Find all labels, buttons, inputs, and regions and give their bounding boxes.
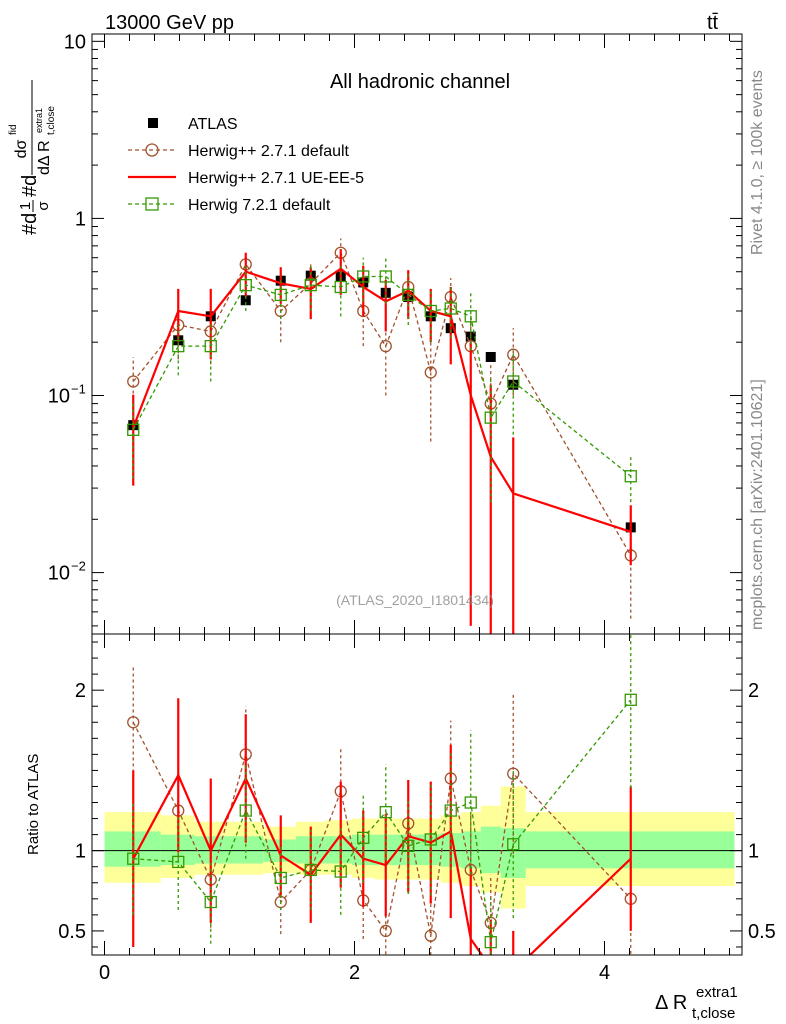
analysis-watermark: (ATLAS_2020_I1801434) — [336, 592, 494, 608]
ratio-herwig-2-7-1-default-point — [127, 716, 140, 729]
ratio-herwig-2-7-1-default-point — [379, 924, 392, 938]
x-tick-label: 4 — [599, 962, 610, 984]
ratio-y-tick-label-left: 2 — [75, 680, 86, 702]
main-y-tick-label: 10 — [48, 563, 70, 585]
main-herwig-2-7-1-default-point — [424, 366, 437, 379]
legend-label-herwig7-default: Herwig 7.2.1 default — [188, 197, 331, 214]
ratio-herwig-7-2-1-default-point — [379, 806, 392, 819]
ratio-herwig-2-7-1-ue-ee-5-line — [132, 772, 632, 955]
atlas-data-point — [485, 351, 496, 362]
main-herwig-7-2-1-default-point — [484, 411, 497, 424]
ylabel-frac-top: dσ — [13, 139, 30, 158]
ylabel-frac-bottom-sup: extra1 — [34, 108, 44, 133]
ratio-herwig-7-2-1-default-point — [127, 852, 140, 865]
main-herwig-7-2-1-default-point — [357, 270, 370, 283]
process-label: tt̄ — [707, 12, 719, 34]
ratio-uncertainty-bands — [104, 786, 735, 909]
main-y-tick-label: 10 — [64, 31, 86, 53]
ratio-herwig-7-2-1-default-point — [204, 895, 217, 909]
x-axis-label: Δ R extra1 t,close — [655, 984, 738, 1022]
ratio-y-tick-label-left: 1 — [75, 841, 86, 863]
rivet-version-label: Rivet 4.1.0, ≥ 100k events — [749, 70, 766, 255]
atlas-data-point — [240, 295, 251, 306]
y-axis-label: #d 1 σ #d dσ fid dΔ R t,close extra1 — [8, 80, 57, 235]
ratio-herwig-7-2-1-default-point — [507, 838, 520, 851]
ylabel-prefix-frac-top: 1 — [17, 202, 34, 210]
ratio-frame — [91, 633, 743, 956]
ratio-herwig-7-2-1-default-point — [464, 796, 477, 809]
ratio-band-green — [480, 826, 501, 874]
xlabel-sub: t,close — [692, 1005, 735, 1022]
main-herwig-7-2-1-default-point — [172, 339, 185, 353]
main-herwig-2-7-1-default-line — [132, 251, 632, 556]
main-herwig-7-2-1-default-point — [127, 423, 140, 436]
ylabel-prefix-b: #d — [19, 175, 41, 197]
x-tick-label: 0 — [99, 962, 110, 984]
legend-label-herwigpp-ueee5: Herwig++ 2.7.1 UE-EE-5 — [188, 170, 364, 187]
ylabel-frac-bottom-sub: t,close — [46, 106, 57, 135]
ratio-herwig-7-2-1-default-point — [357, 831, 370, 844]
ylabel-frac-bottom: dΔ R — [36, 140, 53, 175]
ratio-y-tick-label-right: 2 — [748, 680, 759, 702]
ratio-panel — [92, 634, 742, 955]
ratio-herwig-7-2-1-default-point — [172, 855, 185, 869]
main-y-tick-label: 1 — [75, 208, 86, 230]
ratio-herwig-7-2-1-default-point — [239, 804, 252, 817]
main-herwig-7-2-1-default-point — [304, 278, 317, 292]
ratio-y-tick-label-right: 0.5 — [748, 921, 776, 943]
main-herwig-7-2-1-default-point — [624, 470, 637, 483]
main-herwig-7-2-1-default-point — [424, 304, 437, 318]
ylabel-frac-top-sup: fid — [8, 124, 19, 135]
legend-marker-atlas — [148, 118, 158, 128]
main-herwig-7-2-1-default-line — [132, 275, 632, 477]
x-tick-label: 2 — [349, 962, 360, 984]
main-y-tick-label-exp: −2 — [71, 559, 86, 574]
legend-label-herwigpp-default: Herwig++ 2.7.1 default — [188, 143, 350, 160]
ratio-herwig-7-2-1-default-point — [444, 804, 457, 817]
main-herwig-7-2-1-default-point — [507, 375, 520, 388]
main-herwig-7-2-1-default-point — [239, 278, 252, 292]
main-herwig-7-2-1-default-point — [204, 339, 217, 353]
main-herwig-7-2-1-default-point — [274, 288, 287, 302]
ylabel-prefix-frac-bottom: σ — [35, 201, 52, 211]
main-herwig-7-2-1-default-point — [402, 288, 415, 302]
xlabel-sup: extra1 — [696, 984, 738, 1001]
ratio-y-tick-label-right: 1 — [748, 841, 759, 863]
legend-marker-herwigpp-default — [145, 143, 159, 157]
ratio-herwig-7-2-1-default-point — [424, 833, 437, 846]
main-herwig-7-2-1-default-point — [444, 302, 457, 315]
ratio-herwig-2-7-1-default-point — [424, 929, 437, 942]
chart-title: All hadronic channel — [330, 71, 510, 93]
ratio-herwig-7-2-1-default-point — [484, 936, 497, 949]
ratio-herwig-7-2-1-default-point — [334, 865, 347, 878]
main-herwig-2-7-1-default-point — [127, 375, 140, 388]
main-y-tick-label-exp: −1 — [71, 382, 86, 397]
ratio-herwig-7-2-1-default-point — [304, 863, 317, 877]
ratio-herwig-7-2-1-default-point — [624, 693, 637, 706]
mcplots-label: mcplots.cern.ch [arXiv:2401.10621] — [749, 379, 766, 630]
main-y-tick-label: 10 — [48, 386, 70, 408]
ratio-herwig-7-2-1-default-line — [133, 699, 632, 943]
energy-label: 13000 GeV pp — [105, 12, 234, 34]
legend-marker-herwig7-default — [145, 197, 159, 211]
ratio-herwig-7-2-1-default-point — [274, 871, 287, 885]
main-herwig-7-2-1-default-point — [334, 280, 347, 294]
legend-label-atlas: ATLAS — [188, 116, 238, 133]
legend: ATLAS Herwig++ 2.7.1 default Herwig++ 2.… — [128, 116, 364, 214]
xlabel-main: Δ R — [655, 992, 687, 1014]
main-herwig-7-2-1-default-point — [464, 310, 477, 323]
main-herwig-2-7-1-ue-ee-5-line — [132, 267, 632, 533]
ratio-herwig-7-2-1-default-point — [402, 839, 415, 853]
ylabel-prefix-a: #d — [19, 213, 41, 235]
main-herwig-2-7-1-default-point — [379, 339, 392, 353]
main-herwig-7-2-1-default-point — [379, 270, 392, 283]
ratio-y-axis-label: Ratio to ATLAS — [25, 754, 42, 855]
main-panel — [127, 238, 637, 634]
ratio-y-tick-label-left: 0.5 — [58, 921, 86, 943]
